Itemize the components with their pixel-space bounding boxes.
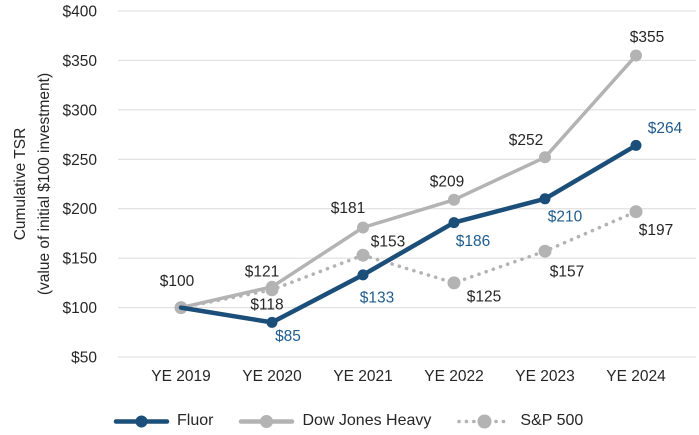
legend-marker-fluor bbox=[135, 415, 148, 427]
x-tick-label-ye-2020: YE 2020 bbox=[242, 368, 302, 385]
data-label-dow-1: $121 bbox=[245, 263, 279, 280]
x-tick-label-ye-2024: YE 2024 bbox=[606, 368, 666, 385]
marker-sp500-1 bbox=[265, 283, 279, 297]
marker-dow-5 bbox=[630, 49, 642, 62]
data-label-sp500-2: $153 bbox=[371, 234, 405, 251]
marker-sp500-4 bbox=[538, 244, 552, 258]
data-label-dow-2: $181 bbox=[331, 200, 365, 217]
marker-fluor-4 bbox=[539, 193, 551, 205]
data-label-sp500-4: $157 bbox=[550, 264, 584, 281]
legend-label-sp500: S&P 500 bbox=[520, 412, 584, 429]
y-tick-label-300: $300 bbox=[63, 102, 98, 119]
data-label-sp500-3: $125 bbox=[467, 288, 501, 305]
marker-sp500-3 bbox=[447, 276, 461, 290]
x-tick-label-ye-2019: YE 2019 bbox=[151, 368, 210, 385]
legend-marker-sp500 bbox=[477, 414, 492, 428]
data-label-fluor-4: $210 bbox=[548, 208, 583, 225]
data-label-fluor-5: $264 bbox=[648, 120, 683, 137]
y-tick-label-350: $350 bbox=[63, 53, 98, 70]
x-tick-label-ye-2023: YE 2023 bbox=[515, 368, 574, 385]
legend-item-dow: Dow Jones Heavy bbox=[238, 412, 431, 430]
data-label-fluor-1: $85 bbox=[275, 328, 301, 345]
legend-label-dow: Dow Jones Heavy bbox=[302, 412, 432, 429]
marker-dow-3 bbox=[448, 193, 460, 206]
marker-dow-2 bbox=[357, 221, 369, 234]
chart-legend: Fluor Dow Jones Heavy S&P 500 bbox=[113, 412, 583, 430]
series-line-dow bbox=[179, 53, 638, 310]
marker-dow-4 bbox=[539, 151, 551, 164]
data-label-dow-0: $100 bbox=[160, 273, 195, 290]
series-line-sp500 bbox=[179, 209, 638, 310]
legend-swatch-fluor bbox=[113, 415, 170, 427]
marker-fluor-3 bbox=[448, 217, 460, 229]
y-tick-label-150: $150 bbox=[63, 251, 98, 268]
legend-item-fluor: Fluor bbox=[113, 412, 213, 430]
marker-fluor-5 bbox=[630, 139, 642, 151]
data-label-dow-4: $252 bbox=[509, 132, 543, 149]
data-label-sp500-1: $118 bbox=[250, 296, 283, 313]
data-label-fluor-3: $186 bbox=[456, 233, 490, 250]
legend-item-sp500: S&P 500 bbox=[456, 412, 583, 430]
data-label-fluor-2: $133 bbox=[360, 289, 394, 306]
legend-label-fluor: Fluor bbox=[177, 412, 214, 429]
marker-sp500-5 bbox=[629, 205, 643, 219]
y-tick-label-250: $250 bbox=[63, 152, 98, 169]
data-label-dow-5: $355 bbox=[630, 29, 664, 46]
y-tick-label-50: $50 bbox=[71, 350, 97, 367]
y-tick-label-400: $400 bbox=[63, 4, 98, 21]
y-tick-label-200: $200 bbox=[63, 201, 98, 218]
data-label-dow-3: $209 bbox=[430, 173, 464, 190]
y-tick-label-100: $100 bbox=[63, 300, 98, 317]
legend-swatch-dow bbox=[239, 414, 295, 428]
legend-marker-dow bbox=[260, 414, 274, 428]
series-line-fluor bbox=[178, 143, 639, 325]
legend-swatch-sp500 bbox=[457, 414, 513, 428]
marker-fluor-2 bbox=[357, 269, 369, 281]
marker-sp500-2 bbox=[356, 248, 370, 262]
x-tick-label-ye-2022: YE 2022 bbox=[424, 368, 483, 385]
marker-fluor-1 bbox=[266, 316, 278, 328]
data-label-sp500-5: $197 bbox=[639, 222, 673, 239]
chart-plot-area: $400 $350 $300 $250 $200 $150 $100 $50 YE 2019 YE… bbox=[63, 4, 696, 385]
x-tick-label-ye-2021: YE 2021 bbox=[333, 368, 392, 385]
